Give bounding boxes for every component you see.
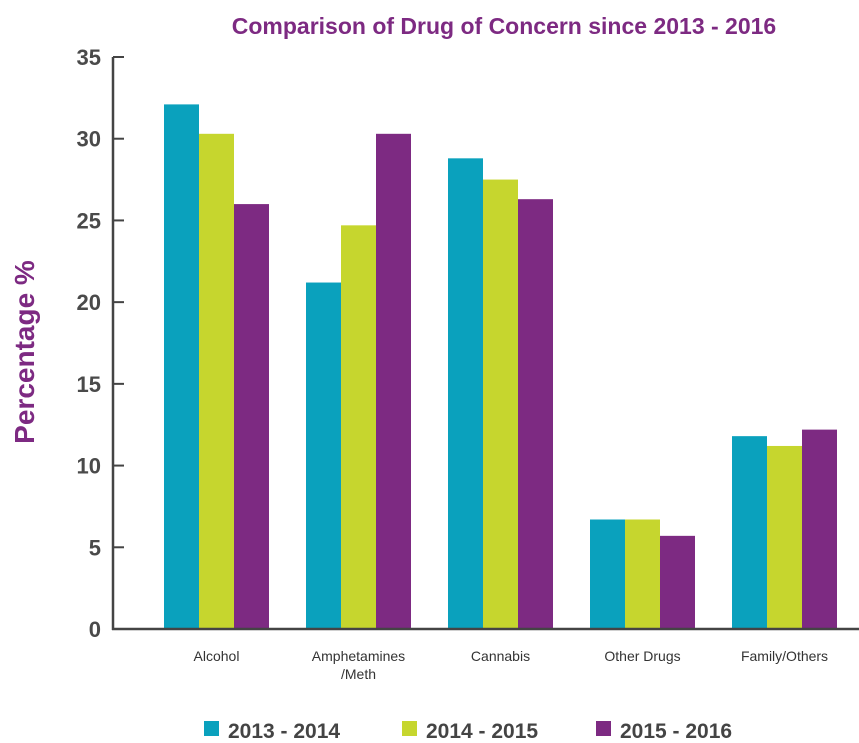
x-tick-label: Amphetamines bbox=[312, 648, 405, 664]
legend-swatch bbox=[204, 721, 219, 736]
bar bbox=[518, 199, 553, 629]
bar bbox=[199, 133, 234, 629]
x-tick-label: Other Drugs bbox=[604, 648, 680, 664]
y-axis-label: Percentage % bbox=[9, 260, 40, 444]
chart-title: Comparison of Drug of Concern since 2013… bbox=[232, 13, 776, 39]
bar bbox=[802, 429, 837, 629]
x-tick-label: /Meth bbox=[341, 666, 376, 682]
y-tick-label: 10 bbox=[77, 454, 101, 479]
legend-swatch bbox=[402, 721, 417, 736]
legend: 2013 - 2014 2014 - 2015 2015 - 2016 bbox=[204, 720, 732, 743]
bars-group bbox=[164, 104, 837, 630]
legend-label: 2014 - 2015 bbox=[426, 720, 538, 743]
bar bbox=[448, 158, 483, 629]
bar bbox=[376, 133, 411, 629]
legend-label: 2015 - 2016 bbox=[620, 720, 732, 743]
bar bbox=[660, 535, 695, 629]
y-tick-label: 0 bbox=[89, 617, 101, 642]
x-tick-label: Alcohol bbox=[194, 648, 240, 664]
x-axis-ticks: Alcohol Amphetamines/Meth Cannabis Other Dr… bbox=[194, 648, 829, 682]
bar bbox=[306, 282, 341, 629]
bar bbox=[341, 225, 376, 629]
bar bbox=[732, 436, 767, 629]
y-tick-label: 35 bbox=[77, 45, 101, 70]
y-tick-label: 25 bbox=[77, 208, 101, 233]
x-tick-label: Family/Others bbox=[741, 648, 828, 664]
y-tick-label: 5 bbox=[89, 535, 101, 560]
y-tick-label: 15 bbox=[77, 372, 101, 397]
bar bbox=[164, 104, 199, 629]
bar bbox=[234, 204, 269, 630]
y-tick-label: 20 bbox=[77, 290, 101, 315]
bar bbox=[625, 519, 660, 629]
y-axis-ticks: 0 5 10 15 20 25 30 35 bbox=[77, 45, 124, 642]
bar bbox=[767, 445, 802, 629]
y-tick-label: 30 bbox=[77, 127, 101, 152]
legend-swatch bbox=[596, 721, 611, 736]
bar bbox=[590, 519, 625, 629]
bar bbox=[483, 179, 518, 630]
x-tick-label: Cannabis bbox=[471, 648, 530, 664]
legend-label: 2013 - 2014 bbox=[228, 720, 340, 743]
